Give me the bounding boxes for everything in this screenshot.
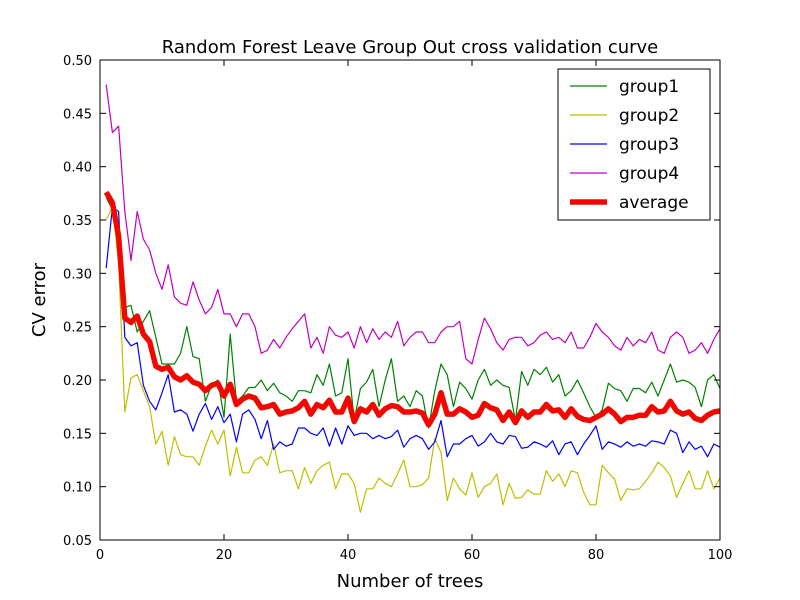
legend-label-group4: group4	[619, 164, 679, 184]
y-tick-label: 0.40	[63, 161, 92, 176]
legend-label-average: average	[619, 193, 689, 213]
series-line-group1	[105, 197, 720, 429]
x-tick-label: 40	[340, 548, 357, 563]
legend-label-group2: group2	[619, 106, 679, 126]
x-tick-label: 60	[464, 548, 481, 563]
x-tick-label: 100	[708, 548, 733, 563]
series-line-group4	[105, 84, 720, 365]
y-tick-label: 0.15	[63, 427, 92, 442]
y-tick-label: 0.30	[63, 267, 92, 282]
legend-label-group1: group1	[619, 77, 679, 97]
y-axis: 0.05 0.10 0.15 0.20 0.25 0.30 0.35 0.40 0.45 0.50	[63, 54, 720, 549]
x-tick-label: 20	[216, 548, 233, 563]
series-line-group2	[105, 206, 720, 513]
x-tick-label: 80	[588, 548, 605, 563]
y-tick-label: 0.45	[63, 107, 92, 122]
x-tick-label: 0	[96, 548, 104, 563]
chart-title: Random Forest Leave Group Out cross vali…	[162, 37, 659, 58]
x-axis: 0 20 40 60 80 100	[96, 60, 733, 563]
x-axis-label: Number of trees	[337, 571, 484, 592]
y-axis-label: CV error	[29, 262, 50, 337]
y-tick-label: 0.25	[63, 321, 92, 336]
series-layer	[103, 84, 720, 513]
y-tick-label: 0.05	[63, 534, 92, 549]
y-tick-label: 0.35	[63, 214, 92, 229]
legend-label-group3: group3	[619, 135, 679, 155]
legend: group1 group2 group3 group4 average	[557, 68, 711, 221]
series-line-group3	[105, 206, 720, 458]
y-tick-label: 0.10	[63, 481, 92, 496]
series-line-average	[104, 191, 720, 427]
plot-frame	[99, 59, 721, 541]
y-tick-label: 0.50	[63, 54, 92, 69]
y-tick-label: 0.20	[63, 374, 92, 389]
